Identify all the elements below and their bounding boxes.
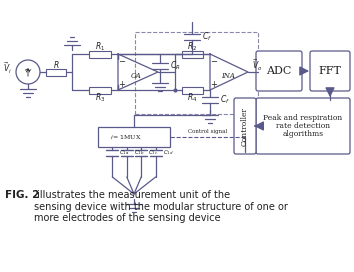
Text: $+$: $+$ [210,79,218,89]
Text: $i=1$MUX: $i=1$MUX [110,133,142,141]
Bar [89,51,111,57]
Text: $C_{1a}$: $C_{1a}$ [119,149,130,157]
Text: $\vec{V}_i$: $\vec{V}_i$ [3,60,12,76]
Text: FIG. 2: FIG. 2 [5,190,39,200]
Text: ~: ~ [24,66,32,76]
Text: $-$: $-$ [118,56,126,64]
Text: Controller: Controller [241,107,249,146]
Text: $C_{1c}$: $C_{1c}$ [148,149,159,157]
Text: $R_1$: $R_1$ [95,41,105,53]
FancyBboxPatch shape [234,98,256,154]
Text: $+$: $+$ [118,79,126,89]
Text: $R_2$: $R_2$ [187,41,198,53]
Bar [135,32,258,114]
Bar [182,51,203,57]
Text: Control signal: Control signal [188,128,227,134]
Text: $\vec{V}_o$: $\vec{V}_o$ [252,57,262,73]
Text: $C_f$: $C_f$ [220,94,230,106]
Text: $-$: $-$ [210,56,218,64]
Text: $C_f$: $C_f$ [202,31,212,43]
Text: illustrates the measurement unit of the
sensing device with the modular structur: illustrates the measurement unit of the … [34,190,288,223]
FancyBboxPatch shape [256,98,350,154]
Bar [46,69,65,76]
Text: ADC: ADC [266,66,292,76]
Text: OA: OA [131,72,141,80]
FancyBboxPatch shape [310,51,350,91]
Text: FFT: FFT [319,66,342,76]
Bar [98,127,170,147]
Text: Peak and respiration: Peak and respiration [263,114,343,122]
Text: $C_{1d}$: $C_{1d}$ [162,149,173,157]
Text: $R_3$: $R_3$ [95,92,105,104]
FancyBboxPatch shape [256,51,302,91]
Text: INA: INA [221,72,235,80]
Bar [89,86,111,94]
Text: $R_4$: $R_4$ [187,92,198,104]
Text: $R$: $R$ [53,60,59,70]
Text: rate detection: rate detection [276,122,330,130]
Text: $C_R$: $C_R$ [170,60,181,72]
Text: $C_{1b}$: $C_{1b}$ [134,149,144,157]
Text: algorithms: algorithms [282,130,324,138]
Bar [182,86,203,94]
